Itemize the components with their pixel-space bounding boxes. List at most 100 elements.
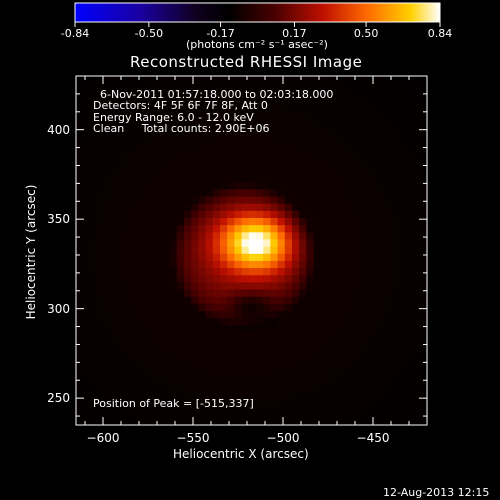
heatmap-cell: [342, 396, 351, 405]
heatmap-cell: [349, 288, 358, 297]
heatmap-cell: [148, 152, 156, 161]
heatmap-cell: [328, 188, 336, 197]
heatmap-cell: [320, 160, 329, 168]
heatmap-cell: [270, 389, 279, 397]
heatmap-cell: [421, 181, 427, 190]
heatmap-cell: [349, 353, 358, 362]
heatmap-cell: [205, 152, 214, 161]
heatmap-cell: [371, 238, 379, 247]
heatmap-cell: [270, 124, 279, 133]
heatmap-cell: [220, 195, 228, 204]
heatmap-cell: [299, 210, 307, 218]
heatmap-cell: [104, 281, 113, 290]
heatmap-cell: [133, 274, 142, 283]
heatmap-cell: [112, 253, 120, 261]
heatmap-cell: [320, 210, 329, 218]
heatmap-cell: [292, 382, 300, 390]
heatmap-cell: [371, 117, 379, 125]
heatmap-cell: [227, 238, 235, 247]
heatmap-cell: [306, 238, 315, 247]
heatmap-cell: [313, 410, 322, 419]
heatmap-cell: [169, 367, 178, 376]
heatmap-cell: [292, 152, 300, 161]
heatmap-cell: [263, 389, 271, 397]
heatmap-cell: [148, 76, 156, 82]
heatmap-cell: [356, 396, 365, 405]
heatmap-cell: [392, 181, 401, 190]
heatmap-cell: [227, 152, 235, 161]
heatmap-cell: [306, 203, 315, 211]
heatmap-cell: [248, 203, 257, 211]
heatmap-cell: [198, 152, 207, 161]
heatmap-cell: [155, 174, 163, 183]
heatmap-cell: [169, 174, 178, 183]
heatmap-cell: [385, 188, 394, 197]
heatmap-cell: [385, 281, 394, 290]
heatmap-cell: [256, 281, 264, 290]
heatmap-cell: [90, 188, 99, 197]
heatmap-cell: [299, 238, 307, 247]
heatmap-cell: [76, 253, 84, 261]
heatmap-cell: [205, 167, 214, 176]
heatmap-cell: [126, 224, 135, 233]
heatmap-cell: [349, 174, 358, 183]
heatmap-cell: [306, 310, 315, 319]
heatmap-cell: [212, 403, 221, 412]
heatmap-cell: [342, 267, 351, 276]
heatmap-cell: [76, 367, 84, 376]
heatmap-cell: [191, 145, 199, 154]
heatmap-cell: [162, 195, 171, 204]
heatmap-cell: [148, 396, 156, 405]
heatmap-cell: [162, 274, 171, 283]
heatmap-cell: [378, 339, 387, 347]
heatmap-cell: [176, 281, 185, 290]
heatmap-cell: [342, 88, 351, 97]
heatmap-cell: [176, 138, 185, 147]
heatmap-cell: [248, 274, 257, 283]
heatmap-cell: [83, 188, 91, 197]
heatmap-cell: [320, 88, 329, 97]
heatmap-cell: [335, 274, 343, 283]
heatmap-cell: [155, 360, 163, 369]
heatmap-cell: [400, 396, 408, 405]
heatmap-cell: [313, 231, 322, 240]
heatmap-cell: [155, 117, 163, 125]
heatmap-cell: [148, 231, 156, 240]
heatmap-cell: [76, 88, 84, 97]
heatmap-cell: [320, 81, 329, 90]
heatmap-cell: [335, 260, 343, 269]
heatmap-cell: [126, 389, 135, 397]
heatmap-cell: [284, 131, 293, 140]
heatmap-cell: [299, 360, 307, 369]
heatmap-cell: [292, 231, 300, 240]
heatmap-cell: [155, 210, 163, 218]
heatmap-cell: [392, 195, 401, 204]
heatmap-cell: [212, 353, 221, 362]
heatmap-cell: [97, 382, 106, 390]
heatmap-cell: [90, 76, 99, 82]
heatmap-cell: [277, 102, 286, 111]
heatmap-cell: [342, 253, 351, 261]
heatmap-cell: [349, 303, 358, 312]
heatmap-cell: [104, 138, 113, 147]
heatmap-cell: [313, 288, 322, 297]
heatmap-cell: [148, 382, 156, 390]
heatmap-cell: [256, 167, 264, 176]
heatmap-cell: [119, 417, 127, 425]
heatmap-cell: [133, 145, 142, 154]
heatmap-cell: [112, 174, 120, 183]
heatmap-cell: [342, 195, 351, 204]
heatmap-cell: [140, 110, 149, 118]
heatmap-cell: [90, 174, 99, 183]
heatmap-cell: [205, 288, 214, 297]
heatmap-cell: [320, 102, 329, 111]
heatmap-cell: [126, 339, 135, 347]
heatmap-cell: [385, 353, 394, 362]
heatmap-cell: [400, 188, 408, 197]
heatmap-cell: [227, 288, 235, 297]
heatmap-cell: [227, 389, 235, 397]
heatmap-cell: [227, 195, 235, 204]
heatmap-cell: [191, 102, 199, 111]
heatmap-cell: [364, 117, 372, 125]
heatmap-cell: [277, 76, 286, 82]
